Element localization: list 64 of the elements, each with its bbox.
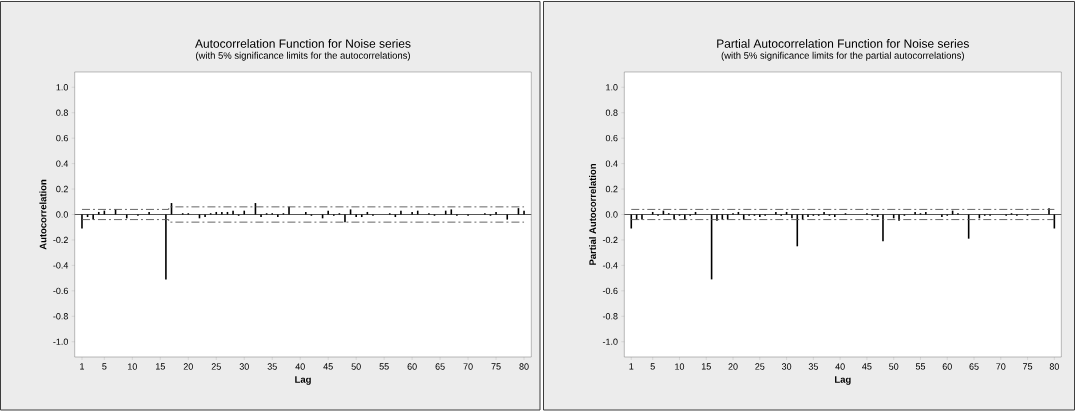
x-tick-label: 15 (701, 363, 711, 370)
y-tick-label: -0.6 (53, 287, 68, 295)
y-tick-label: -0.8 (53, 313, 68, 320)
x-tick-label: 35 (808, 363, 818, 370)
x-tick-label: 10 (128, 363, 137, 370)
x-tick-label: 40 (835, 363, 845, 370)
y-tick-label: -0.6 (602, 287, 618, 295)
chart-title: Partial Autocorrelation Function for Noise series (717, 39, 969, 48)
y-axis-title: Autocorrelation (39, 179, 47, 250)
y-tick-label: -1.0 (602, 338, 618, 345)
x-tick-label: 50 (351, 363, 361, 370)
y-axis-title: Partial Autocorrelation (589, 164, 596, 265)
x-tick-label: 15 (156, 363, 165, 370)
y-tick-label: 1.0 (56, 84, 68, 91)
x-tick-label: 75 (491, 363, 501, 370)
x-tick-label: 80 (1049, 363, 1059, 370)
x-tick-label: 70 (463, 363, 473, 370)
y-tick-label: -0.4 (53, 262, 69, 269)
x-tick-label: 20 (728, 363, 738, 370)
x-tick-label: 50 (889, 363, 899, 370)
x-tick-label: 25 (211, 363, 221, 370)
x-tick-label: 65 (969, 363, 979, 370)
y-tick-label: 0.4 (605, 160, 618, 167)
x-tick-label: 25 (755, 363, 765, 370)
chart-subtitle: (with 5% significance limits for the partial autocorrelations) (721, 51, 964, 61)
y-tick-label: 0.0 (605, 211, 618, 218)
y-tick-label: -0.4 (602, 262, 618, 269)
y-tick-label: 1.0 (606, 84, 618, 91)
x-tick-label: 70 (996, 363, 1006, 370)
x-tick-label: 35 (267, 363, 277, 370)
x-tick-label: 55 (379, 363, 389, 370)
y-tick-label: 0.0 (56, 211, 68, 218)
y-tick-label: 0.6 (56, 134, 68, 142)
x-tick-label: 1 (629, 363, 634, 370)
x-axis-title: Lag (835, 376, 851, 385)
chart-subtitle: (with 5% significance limits for the autocorrelations) (196, 51, 410, 61)
y-tick-label: 0.2 (56, 185, 68, 193)
x-tick-label: 10 (675, 363, 685, 370)
y-tick-label: 0.4 (56, 160, 69, 167)
x-tick-label: 60 (407, 363, 417, 370)
x-tick-label: 55 (915, 363, 926, 370)
x-tick-label: 80 (519, 363, 529, 370)
chart-title: Autocorrelation Function for Noise series (195, 39, 411, 48)
y-tick-label: 0.8 (605, 109, 618, 116)
x-tick-label: 40 (295, 363, 305, 370)
x-tick-label: 5 (102, 363, 107, 370)
x-tick-label: 30 (781, 363, 792, 370)
x-tick-label: 30 (239, 363, 249, 370)
x-tick-label: 45 (862, 363, 872, 370)
y-tick-label: 0.8 (56, 109, 68, 116)
y-tick-label: 0.2 (605, 185, 618, 193)
y-tick-label: -1.0 (53, 338, 68, 345)
x-tick-label: 75 (1023, 363, 1033, 370)
x-tick-label: 65 (435, 363, 445, 370)
x-tick-label: 5 (650, 363, 655, 370)
y-tick-label: -0.2 (602, 236, 618, 244)
x-tick-label: 60 (942, 363, 952, 370)
y-tick-label: 0.6 (605, 134, 618, 142)
x-tick-label: 20 (183, 363, 193, 370)
x-tick-label: 1 (80, 363, 85, 370)
y-tick-label: -0.2 (53, 236, 68, 244)
x-axis-title: Lag (295, 376, 311, 385)
x-tick-label: 45 (323, 363, 333, 370)
y-tick-label: -0.8 (602, 313, 618, 320)
